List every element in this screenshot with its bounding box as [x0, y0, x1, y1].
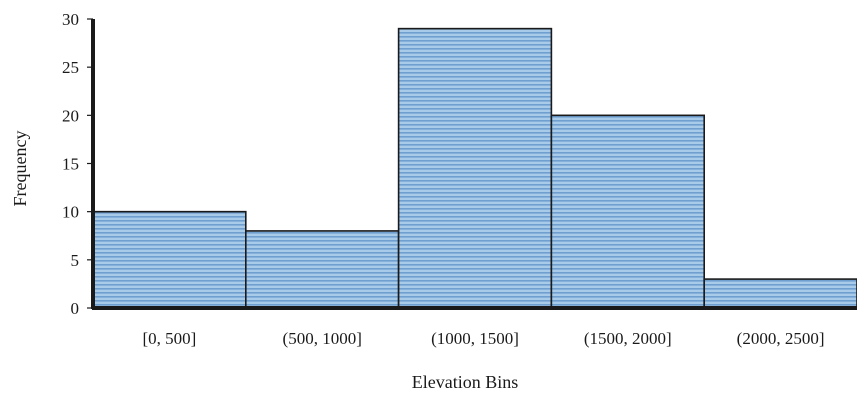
y-tick-label: 20: [62, 106, 79, 125]
y-tick-label: 0: [71, 299, 80, 318]
bar-2: [245, 230, 400, 309]
x-tick-label: (500, 1000]: [283, 329, 362, 348]
x-axis: [0, 500] (500, 1000] (1000, 1500] (1500, 20…: [92, 306, 857, 348]
x-tick-label: (1000, 1500]: [431, 329, 519, 348]
bar-3: [397, 27, 553, 309]
y-tick-label: 25: [62, 58, 79, 77]
bar-4: [550, 114, 706, 309]
bars-group: [92, 27, 857, 309]
y-tick-label: 5: [71, 251, 80, 270]
y-tick-label: 15: [62, 155, 79, 174]
y-axis-title: Frequency: [10, 131, 30, 207]
y-tick-label: 10: [62, 203, 79, 222]
x-axis-title: Elevation Bins: [412, 372, 519, 392]
x-tick-label: (2000, 2500]: [737, 329, 825, 348]
x-tick-label: [0, 500]: [142, 329, 196, 348]
y-axis: 0 5 10 15 20 25 30: [62, 10, 95, 318]
x-tick-label: (1500, 2000]: [584, 329, 672, 348]
y-tick-label: 30: [62, 10, 79, 29]
bar-5: [703, 278, 857, 309]
bar-1: [92, 210, 247, 309]
